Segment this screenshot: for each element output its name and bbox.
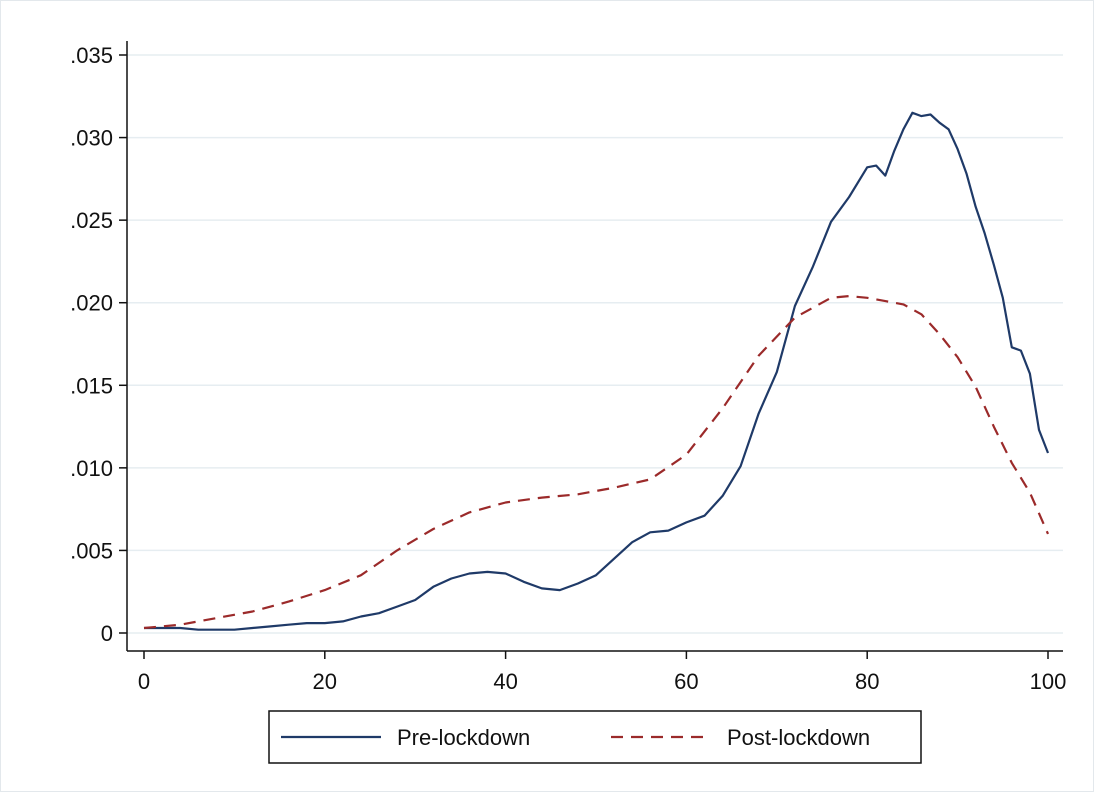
- x-tick-label: 40: [493, 669, 517, 694]
- y-tick-label: .030: [70, 126, 113, 151]
- x-tick-label: 80: [855, 669, 879, 694]
- y-tick-label: .005: [70, 538, 113, 563]
- legend-label: Post-lockdown: [727, 725, 870, 750]
- series-line-pre-lockdown: [144, 111, 1050, 631]
- x-tick-label: 100: [1030, 669, 1067, 694]
- y-tick-label: 0: [101, 621, 113, 646]
- y-tick-label: .035: [70, 43, 113, 68]
- x-tick-label: 20: [313, 669, 337, 694]
- y-tick-label: .020: [70, 291, 113, 316]
- legend-label: Pre-lockdown: [397, 725, 530, 750]
- series-line-post-lockdown: [143, 295, 1050, 630]
- y-tick-label: .015: [70, 373, 113, 398]
- x-tick-label: 0: [138, 669, 150, 694]
- y-tick-label: .025: [70, 208, 113, 233]
- x-tick-label: 60: [674, 669, 698, 694]
- y-tick-label: .010: [70, 456, 113, 481]
